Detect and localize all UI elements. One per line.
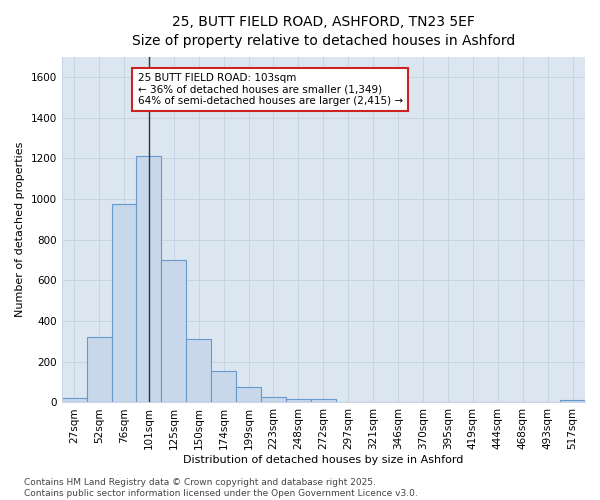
Text: 25 BUTT FIELD ROAD: 103sqm
← 36% of detached houses are smaller (1,349)
64% of s: 25 BUTT FIELD ROAD: 103sqm ← 36% of deta…	[137, 73, 403, 106]
Title: 25, BUTT FIELD ROAD, ASHFORD, TN23 5EF
Size of property relative to detached hou: 25, BUTT FIELD ROAD, ASHFORD, TN23 5EF S…	[132, 15, 515, 48]
Y-axis label: Number of detached properties: Number of detached properties	[15, 142, 25, 317]
Bar	[62, 398, 86, 402]
Bar	[261, 398, 286, 402]
Bar	[286, 400, 311, 402]
Bar	[161, 260, 186, 402]
Bar	[186, 340, 211, 402]
Bar	[211, 371, 236, 402]
Bar	[86, 338, 112, 402]
Text: Contains HM Land Registry data © Crown copyright and database right 2025.
Contai: Contains HM Land Registry data © Crown c…	[24, 478, 418, 498]
Bar	[136, 156, 161, 402]
X-axis label: Distribution of detached houses by size in Ashford: Distribution of detached houses by size …	[183, 455, 464, 465]
Bar	[236, 387, 261, 402]
Bar	[311, 400, 336, 402]
Bar	[560, 400, 585, 402]
Bar	[112, 204, 136, 402]
